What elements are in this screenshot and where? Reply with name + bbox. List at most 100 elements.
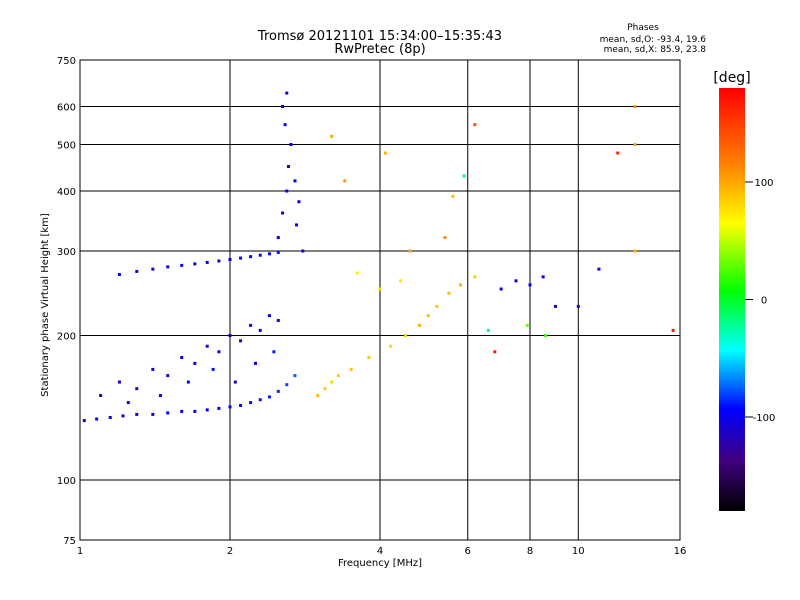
data-point [166, 411, 170, 415]
data-point [355, 271, 359, 275]
data-point [99, 394, 103, 398]
data-point [528, 283, 532, 287]
data-point [95, 417, 99, 421]
data-point [276, 250, 280, 254]
y-tick-label: 75 [63, 536, 76, 547]
data-point [426, 314, 430, 318]
data-point [285, 189, 289, 193]
y-tick-label: 750 [57, 56, 76, 67]
data-point [267, 395, 271, 399]
data-point [285, 91, 289, 95]
x-tick-label: 2 [227, 546, 233, 557]
data-point [435, 304, 439, 308]
data-point [205, 408, 209, 412]
data-point [126, 401, 130, 405]
data-point [276, 318, 280, 322]
data-point [525, 323, 529, 327]
x-tick-label: 4 [377, 546, 383, 557]
data-point [514, 279, 518, 283]
data-point [499, 287, 503, 291]
data-point [276, 236, 280, 240]
data-point [239, 339, 243, 343]
data-point [228, 405, 232, 409]
x-tick-label: 6 [465, 546, 471, 557]
data-point [239, 403, 243, 407]
data-point [193, 361, 197, 365]
data-point [281, 105, 285, 109]
phase-box-x-stats: mean, sd,X: 85.9, 23.8 [604, 45, 707, 55]
colorbar-label: [deg] [713, 70, 750, 86]
data-point [108, 415, 112, 419]
data-point [544, 334, 548, 338]
y-tick-label: 400 [57, 187, 76, 198]
data-point [267, 314, 271, 318]
x-tick-label: 8 [527, 546, 533, 557]
data-point [301, 249, 305, 253]
data-point [151, 267, 155, 271]
data-point [343, 179, 347, 183]
y-tick-label: 200 [57, 332, 76, 343]
data-point [258, 398, 262, 402]
data-point [616, 151, 620, 155]
x-tick-label: 16 [674, 546, 687, 557]
data-point [367, 355, 371, 359]
chart-subtitle: RwPretec (8p) [334, 42, 425, 57]
data-point [323, 387, 327, 391]
y-tick-label: 300 [57, 247, 76, 258]
colorbar-tick-label: 100 [754, 178, 773, 189]
data-point [117, 273, 121, 277]
data-point [451, 194, 455, 198]
data-point [316, 394, 320, 398]
data-point [228, 258, 232, 262]
data-point [258, 253, 262, 257]
plot-frame [79, 59, 681, 541]
data-point [186, 380, 190, 384]
data-point [473, 123, 477, 127]
phase-box-heading: Phases [627, 23, 659, 33]
data-point [180, 409, 184, 413]
data-point [336, 374, 340, 378]
data-point [205, 260, 209, 264]
data-point [285, 383, 289, 387]
data-point [117, 380, 121, 384]
data-point [253, 361, 257, 365]
colorbar [719, 88, 745, 511]
y-axis-label: Stationary phase Virtual Height [km] [40, 213, 51, 397]
data-point [458, 283, 462, 287]
data-point [205, 344, 209, 348]
data-point [417, 323, 421, 327]
data-point [443, 236, 447, 240]
data-point [276, 389, 280, 393]
data-point [383, 151, 387, 155]
data-point [297, 200, 301, 204]
data-point [166, 265, 170, 269]
data-point [228, 334, 232, 338]
data-point [193, 262, 197, 266]
data-point [217, 406, 221, 410]
x-tick-label: 10 [572, 546, 585, 557]
data-point [486, 328, 490, 332]
data-point [378, 287, 382, 291]
data-point [473, 275, 477, 279]
data-point [135, 269, 139, 273]
data-point [389, 344, 393, 348]
data-point [286, 164, 290, 168]
data-point [281, 211, 285, 215]
data-point [553, 304, 557, 308]
x-axis-label: Frequency [MHz] [338, 558, 422, 569]
y-tick-label: 100 [57, 476, 76, 487]
data-point [239, 256, 243, 260]
data-point [272, 350, 276, 354]
data-point [283, 123, 287, 127]
chart-title: Tromsø 20121101 15:34:00–15:35:43 [257, 29, 502, 44]
axis-ticks: 1 2 4 6 8 10 16 75 100 200 300 400 500 600 750 [57, 56, 686, 557]
data-point [671, 328, 675, 332]
y-tick-label: 500 [57, 141, 76, 152]
data-point [447, 291, 451, 295]
data-point [576, 304, 580, 308]
data-point [135, 387, 139, 391]
data-point [258, 328, 262, 332]
x-tick-label: 1 [77, 546, 83, 557]
data-point [330, 134, 334, 138]
